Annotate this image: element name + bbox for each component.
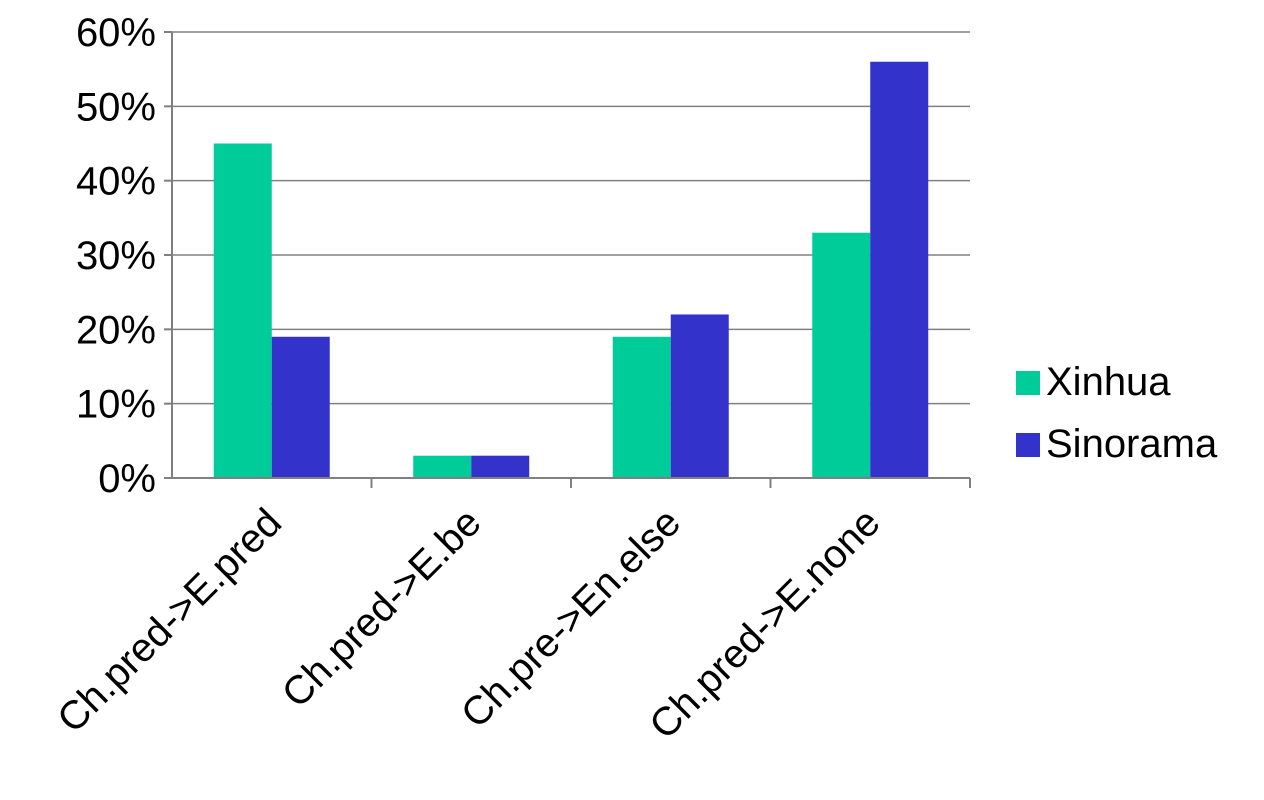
- x-tick-label: Ch.pred->E.be: [274, 500, 490, 716]
- y-tick-labels: 0% 10% 20% 30% 40% 50% 60%: [76, 11, 156, 501]
- x-tick-label: Ch.pre->En.else: [453, 500, 689, 736]
- legend-label-sinorama: Sinorama: [1046, 422, 1218, 466]
- y-tick-label: 40%: [76, 160, 156, 204]
- bar-xinhua-3: [612, 336, 671, 478]
- legend-swatch-sinorama: [1016, 433, 1040, 457]
- bar-xinhua-1: [213, 143, 272, 478]
- bar-sinorama-3: [670, 314, 729, 478]
- legend: Xinhua Sinorama: [1016, 360, 1218, 466]
- y-tick-label: 10%: [76, 383, 156, 427]
- bar-sinorama-4: [870, 61, 929, 478]
- y-tick-label: 0%: [98, 457, 156, 501]
- legend-swatch-xinhua: [1016, 371, 1040, 395]
- bar-xinhua-2: [413, 455, 472, 478]
- y-tick-label: 20%: [76, 308, 156, 352]
- legend-label-xinhua: Xinhua: [1046, 360, 1171, 404]
- y-tick-label: 30%: [76, 234, 156, 278]
- x-tick-labels: Ch.pred->E.predCh.pred->E.beCh.pre->En.e…: [49, 500, 889, 747]
- y-tick-label: 60%: [76, 11, 156, 55]
- bars: [213, 61, 929, 478]
- y-tick-label: 50%: [76, 85, 156, 129]
- bar-sinorama-2: [471, 455, 530, 478]
- axes: [171, 32, 970, 479]
- bar-xinhua-4: [812, 232, 871, 478]
- x-tick-label: Ch.pred->E.pred: [49, 500, 290, 741]
- bar-sinorama-1: [271, 336, 330, 478]
